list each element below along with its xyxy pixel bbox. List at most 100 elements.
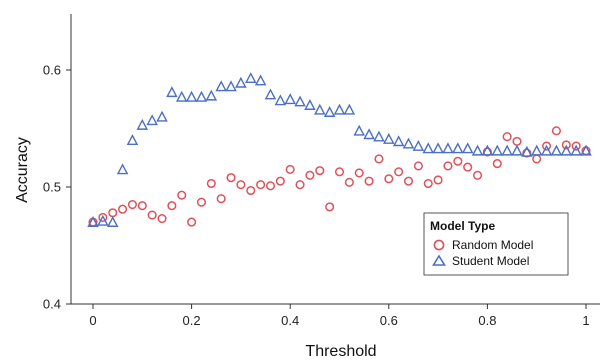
legend-box xyxy=(423,212,569,276)
student-model-point xyxy=(343,103,356,115)
random-model-point xyxy=(305,170,315,180)
student-model-point xyxy=(156,110,168,122)
random-model-point xyxy=(108,208,118,218)
student-model-point xyxy=(304,98,316,110)
student-model-point xyxy=(146,114,158,126)
student-model-point xyxy=(116,163,129,175)
student-model-point xyxy=(501,144,513,156)
ticks xyxy=(66,69,587,309)
student-model-point xyxy=(452,142,464,154)
random-model-point xyxy=(532,154,542,164)
student-model-point xyxy=(87,215,99,227)
random-model-point xyxy=(275,176,285,186)
student-model-point xyxy=(383,132,395,144)
random-model-point xyxy=(571,141,581,151)
random-model-point xyxy=(551,126,561,136)
student-model-point xyxy=(264,88,277,100)
series-student-model xyxy=(87,72,592,227)
random-model-point xyxy=(256,180,266,190)
y-tick-label: 0.5 xyxy=(43,180,61,195)
student-model-point xyxy=(580,144,592,156)
student-model-point xyxy=(166,86,178,98)
random-model-point xyxy=(265,181,276,191)
random-model-point xyxy=(315,166,325,176)
student-model-point xyxy=(442,142,454,154)
legend-random-label: Random Model xyxy=(452,238,533,252)
x-axis-title: Threshold xyxy=(305,343,376,360)
student-model-point xyxy=(136,118,149,130)
student-model-point xyxy=(225,80,237,92)
student-model-point xyxy=(511,144,523,156)
legend-student-marker xyxy=(432,254,446,266)
random-model-point xyxy=(354,168,364,178)
student-model-point xyxy=(461,142,474,154)
student-model-point xyxy=(491,144,504,156)
x-tick-label: 0.2 xyxy=(183,313,201,328)
x-tick-label: 0 xyxy=(89,313,96,328)
random-model-point xyxy=(443,161,453,171)
student-model-point xyxy=(294,95,306,107)
legend-random-marker xyxy=(433,239,445,251)
random-model-point xyxy=(334,167,345,177)
student-model-point xyxy=(432,142,444,154)
student-model-point xyxy=(530,144,543,156)
random-model-point xyxy=(157,214,167,224)
student-model-point xyxy=(106,215,119,227)
x-tick-label: 0.8 xyxy=(478,313,496,328)
legend: Model Type Random Model Student Model xyxy=(423,212,569,276)
random-model-point xyxy=(226,173,236,183)
random-model-point xyxy=(295,180,305,190)
student-model-point xyxy=(274,94,287,106)
student-model-point xyxy=(175,90,188,102)
random-model-point xyxy=(236,180,246,190)
random-model-point xyxy=(127,200,137,210)
student-model-point xyxy=(235,76,247,88)
random-model-point xyxy=(137,201,147,211)
student-model-point xyxy=(550,144,563,156)
random-model-point xyxy=(285,164,295,174)
random-model-point xyxy=(542,141,552,151)
student-model-point xyxy=(521,145,533,157)
legend-student-label: Student Model xyxy=(452,254,529,268)
student-model-point xyxy=(540,144,553,156)
x-tick-label: 0.4 xyxy=(281,313,299,328)
random-model-point xyxy=(384,174,394,184)
random-model-point xyxy=(177,190,187,200)
random-model-point xyxy=(206,178,216,189)
random-model-point xyxy=(423,178,433,189)
student-model-point xyxy=(363,128,375,140)
student-model-point xyxy=(284,93,296,105)
student-model-point xyxy=(126,134,139,146)
random-model-point xyxy=(344,177,354,187)
data-marks xyxy=(87,72,592,227)
random-model-point xyxy=(512,136,522,146)
random-model-point xyxy=(196,197,207,207)
student-model-point xyxy=(373,130,385,142)
random-model-point xyxy=(472,170,483,180)
random-model-point xyxy=(403,176,414,186)
y-tick-label: 0.4 xyxy=(43,297,61,312)
student-model-point xyxy=(402,137,415,149)
random-model-point xyxy=(394,167,404,177)
x-tick-label: 0.6 xyxy=(380,313,398,328)
random-model-point xyxy=(374,154,384,164)
y-axis-title: Accuracy xyxy=(14,137,31,203)
random-model-point xyxy=(325,202,335,212)
random-model-point xyxy=(413,161,423,171)
random-model-point xyxy=(98,212,108,222)
legend-title: Model Type xyxy=(430,219,495,233)
student-model-point xyxy=(314,103,326,115)
student-model-point xyxy=(205,89,218,101)
random-model-point xyxy=(246,185,256,196)
student-model-point xyxy=(97,214,109,226)
random-model-point xyxy=(433,175,443,185)
random-model-point xyxy=(364,176,374,186)
student-model-point xyxy=(195,90,208,102)
student-model-point xyxy=(215,80,227,92)
student-model-point xyxy=(254,74,267,86)
student-model-point xyxy=(392,135,405,147)
student-model-point xyxy=(333,103,346,115)
random-model-point xyxy=(561,140,571,150)
student-model-point xyxy=(412,139,425,151)
